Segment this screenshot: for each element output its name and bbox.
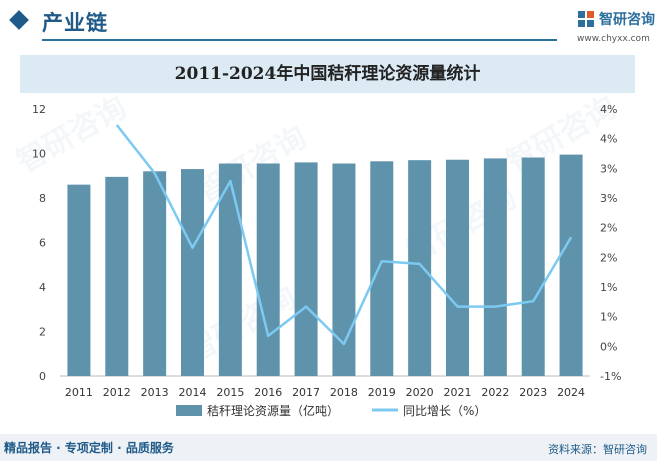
chart-title-band: 2011-2024年中国秸秆理论资源量统计 [20,55,635,93]
legend-label-line: 同比增长（%） [403,404,486,418]
y-right-tick-label: 1% [600,281,617,294]
x-tick-label: 2013 [141,386,169,399]
brand-url: www.chyxx.com [577,34,650,44]
header-divider [42,39,557,41]
footer: 精品报告 · 专项定制 · 品质服务 资料来源：智研咨询 [0,434,657,461]
y-left-tick-label: 4 [39,281,46,294]
brand-logo-icon [578,11,594,27]
y-right-tick-label: 1% [600,311,617,324]
legend-swatch-bar [176,405,202,416]
brand-name: 智研咨询 [599,12,655,28]
x-tick-label: 2024 [557,386,585,399]
x-tick-label: 2023 [519,386,547,399]
bar [332,163,356,376]
y-right-tick-label: 4% [600,103,617,116]
y-left-tick-label: 2 [39,326,46,339]
diamond-icon [9,10,29,30]
x-tick-label: 2021 [444,386,472,399]
footer-slogan: 精品报告 · 专项定制 · 品质服务 [4,441,174,455]
x-tick-label: 2011 [65,386,93,399]
chart-title: 2011-2024年中国秸秆理论资源量统计 [174,64,481,84]
y-right-tick-label: 4% [600,133,617,146]
bar [370,161,394,376]
bar [483,158,507,376]
bar [67,184,91,376]
y-right-tick-label: -1% [600,370,621,383]
bar [446,159,469,376]
bar [408,160,432,376]
y-right-tick-label: 2% [600,251,617,264]
y-right-tick-label: 2% [600,222,617,235]
bar [256,163,280,376]
x-tick-label: 2014 [179,386,207,399]
chart: 0 2 4 6 8 10 12 -1% 0% 1% 1% 2% 2% 3% 3% 4% 4% 2011 2012 20… [32,103,621,418]
x-tick-label: 2020 [406,386,434,399]
section-title: 产业链 [42,11,108,35]
y-right-tick-label: 3% [600,162,617,175]
bar [105,176,129,376]
x-tick-label: 2019 [368,386,396,399]
bar [181,169,204,376]
y-left-tick-label: 8 [39,192,46,205]
bar [218,163,242,376]
y-right-tick-label: 3% [600,192,617,205]
header: 产业链 智研咨询 www.chyxx.com [0,0,657,46]
x-tick-label: 2017 [292,386,320,399]
x-tick-label: 2015 [216,386,244,399]
legend-label-bar: 秸秆理论资源量（亿吨） [207,403,339,418]
bar [521,157,545,376]
x-tick-label: 2016 [254,386,282,399]
bar [143,171,167,376]
x-tick-label: 2018 [330,386,358,399]
x-tick-label: 2012 [103,386,131,399]
footer-source: 资料来源：智研咨询 [548,443,647,456]
bar [559,154,583,376]
y-left-tick-label: 12 [32,103,46,116]
y-left-tick-label: 6 [39,237,46,250]
x-tick-label: 2022 [481,386,509,399]
y-left-tick-label: 10 [32,148,46,161]
y-right-tick-label: 0% [600,340,617,353]
bar [294,162,318,376]
y-left-tick-label: 0 [39,370,46,383]
growth-rate-line [115,124,573,346]
